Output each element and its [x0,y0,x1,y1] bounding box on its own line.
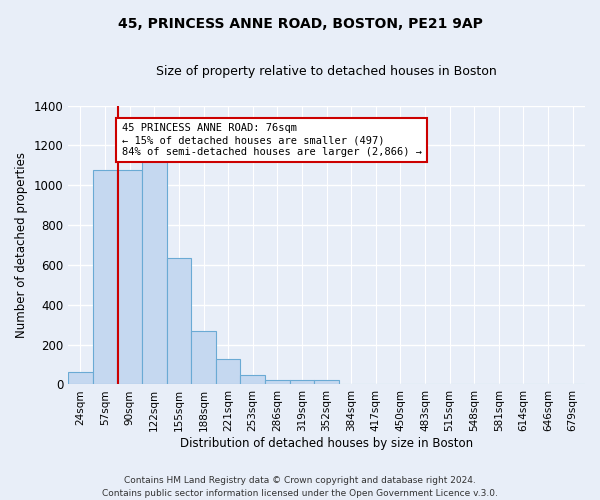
Bar [68,372,93,384]
Bar [265,380,290,384]
Bar [167,258,191,384]
Bar [241,376,265,384]
Y-axis label: Number of detached properties: Number of detached properties [15,152,28,338]
Text: 45 PRINCESS ANNE ROAD: 76sqm
← 15% of detached houses are smaller (497)
84% of s: 45 PRINCESS ANNE ROAD: 76sqm ← 15% of de… [122,124,422,156]
Text: Contains HM Land Registry data © Crown copyright and database right 2024.
Contai: Contains HM Land Registry data © Crown c… [102,476,498,498]
Text: 45, PRINCESS ANNE ROAD, BOSTON, PE21 9AP: 45, PRINCESS ANNE ROAD, BOSTON, PE21 9AP [118,18,482,32]
Bar [290,380,314,384]
Bar [142,156,167,384]
Bar [118,170,142,384]
Bar [93,170,118,384]
Bar [191,330,216,384]
Bar [216,358,241,384]
Title: Size of property relative to detached houses in Boston: Size of property relative to detached ho… [156,65,497,78]
Bar [314,380,339,384]
X-axis label: Distribution of detached houses by size in Boston: Distribution of detached houses by size … [180,437,473,450]
